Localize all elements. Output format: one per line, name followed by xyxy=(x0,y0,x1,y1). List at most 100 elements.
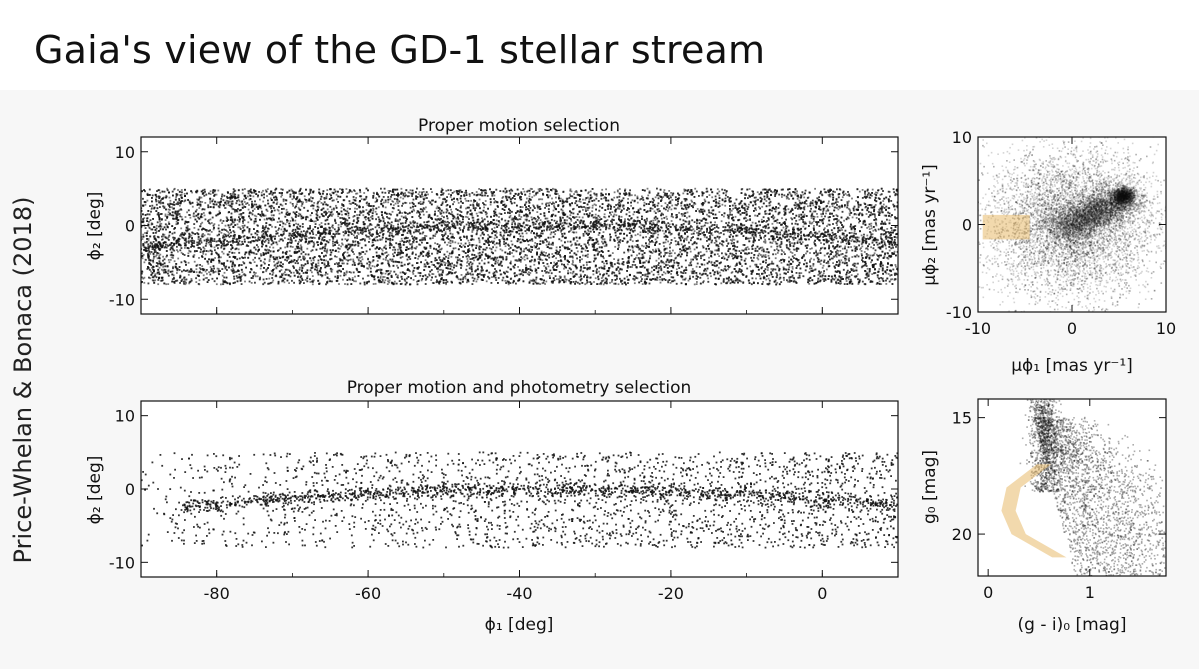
background-star xyxy=(202,274,205,277)
background-star xyxy=(699,229,702,232)
background-star xyxy=(156,265,159,268)
background-star xyxy=(429,247,432,249)
background-star xyxy=(687,279,690,282)
background-star xyxy=(305,201,308,203)
background-star xyxy=(847,217,850,220)
background-star xyxy=(495,232,498,234)
background-star xyxy=(769,204,772,207)
background-star xyxy=(250,282,253,284)
background-star xyxy=(552,209,555,212)
background-star xyxy=(654,219,657,221)
background-star xyxy=(459,189,462,192)
background-star xyxy=(506,271,509,273)
background-star xyxy=(397,274,399,277)
background-star xyxy=(767,254,770,257)
background-star xyxy=(265,268,267,271)
background-star xyxy=(300,205,303,207)
background-star xyxy=(227,200,230,203)
background-star xyxy=(257,246,259,248)
background-star xyxy=(143,241,146,244)
background-star xyxy=(571,259,574,262)
background-star xyxy=(678,211,680,214)
background-star xyxy=(627,259,630,262)
background-star xyxy=(871,188,874,191)
background-star xyxy=(335,256,338,258)
background-star xyxy=(438,262,441,264)
background-star xyxy=(613,196,616,199)
background-star xyxy=(222,235,225,238)
background-star xyxy=(281,204,284,207)
background-star xyxy=(664,253,666,256)
background-star xyxy=(816,252,818,255)
background-star xyxy=(606,223,609,226)
background-star xyxy=(745,247,747,249)
background-star xyxy=(384,259,387,261)
background-star xyxy=(346,255,349,258)
background-star xyxy=(777,211,780,214)
background-star xyxy=(368,237,371,240)
background-star xyxy=(381,272,384,275)
background-star xyxy=(499,248,502,251)
background-star xyxy=(295,203,298,206)
background-star xyxy=(184,216,187,218)
background-star xyxy=(785,197,788,200)
background-star xyxy=(347,214,350,217)
background-star xyxy=(504,191,507,194)
background-star xyxy=(167,236,170,238)
background-star xyxy=(198,196,201,198)
background-star xyxy=(312,236,315,239)
background-star xyxy=(374,201,377,203)
background-star xyxy=(289,254,291,257)
background-star xyxy=(293,193,295,195)
background-star xyxy=(377,206,380,209)
background-star xyxy=(324,274,327,276)
background-star xyxy=(874,214,876,217)
background-star xyxy=(434,242,436,245)
background-star xyxy=(850,246,852,248)
background-star xyxy=(547,202,550,205)
background-star xyxy=(280,195,283,198)
background-star xyxy=(391,210,394,213)
background-star xyxy=(798,213,801,216)
background-star xyxy=(713,242,716,244)
background-star xyxy=(742,244,745,246)
background-star xyxy=(781,196,783,198)
background-star xyxy=(816,197,819,200)
background-star xyxy=(358,259,360,262)
background-star xyxy=(460,242,463,245)
background-star xyxy=(496,271,498,274)
background-star xyxy=(265,249,268,252)
background-star xyxy=(143,281,146,284)
background-star xyxy=(635,256,637,259)
background-star xyxy=(569,230,571,233)
background-star xyxy=(252,277,254,279)
background-star xyxy=(894,264,897,266)
background-star xyxy=(858,190,861,193)
background-star xyxy=(523,190,526,193)
background-star xyxy=(142,233,145,236)
background-star xyxy=(727,268,729,271)
background-star xyxy=(868,271,871,274)
background-star xyxy=(143,276,146,279)
background-star xyxy=(873,252,876,255)
background-star xyxy=(384,244,387,247)
background-star xyxy=(281,225,284,228)
background-star xyxy=(553,261,556,264)
background-star xyxy=(553,188,556,191)
background-star xyxy=(683,237,686,240)
background-star xyxy=(567,269,569,272)
background-star xyxy=(294,248,297,250)
background-star xyxy=(243,273,246,275)
background-star xyxy=(552,281,554,284)
background-star xyxy=(730,209,733,212)
background-star xyxy=(602,231,605,233)
background-star xyxy=(178,209,181,212)
background-star xyxy=(651,200,653,203)
background-star xyxy=(243,201,246,203)
background-star xyxy=(812,210,815,213)
background-star xyxy=(287,258,290,260)
background-star xyxy=(591,210,594,213)
background-star xyxy=(857,283,860,285)
background-star xyxy=(682,213,685,216)
background-star xyxy=(341,243,344,246)
